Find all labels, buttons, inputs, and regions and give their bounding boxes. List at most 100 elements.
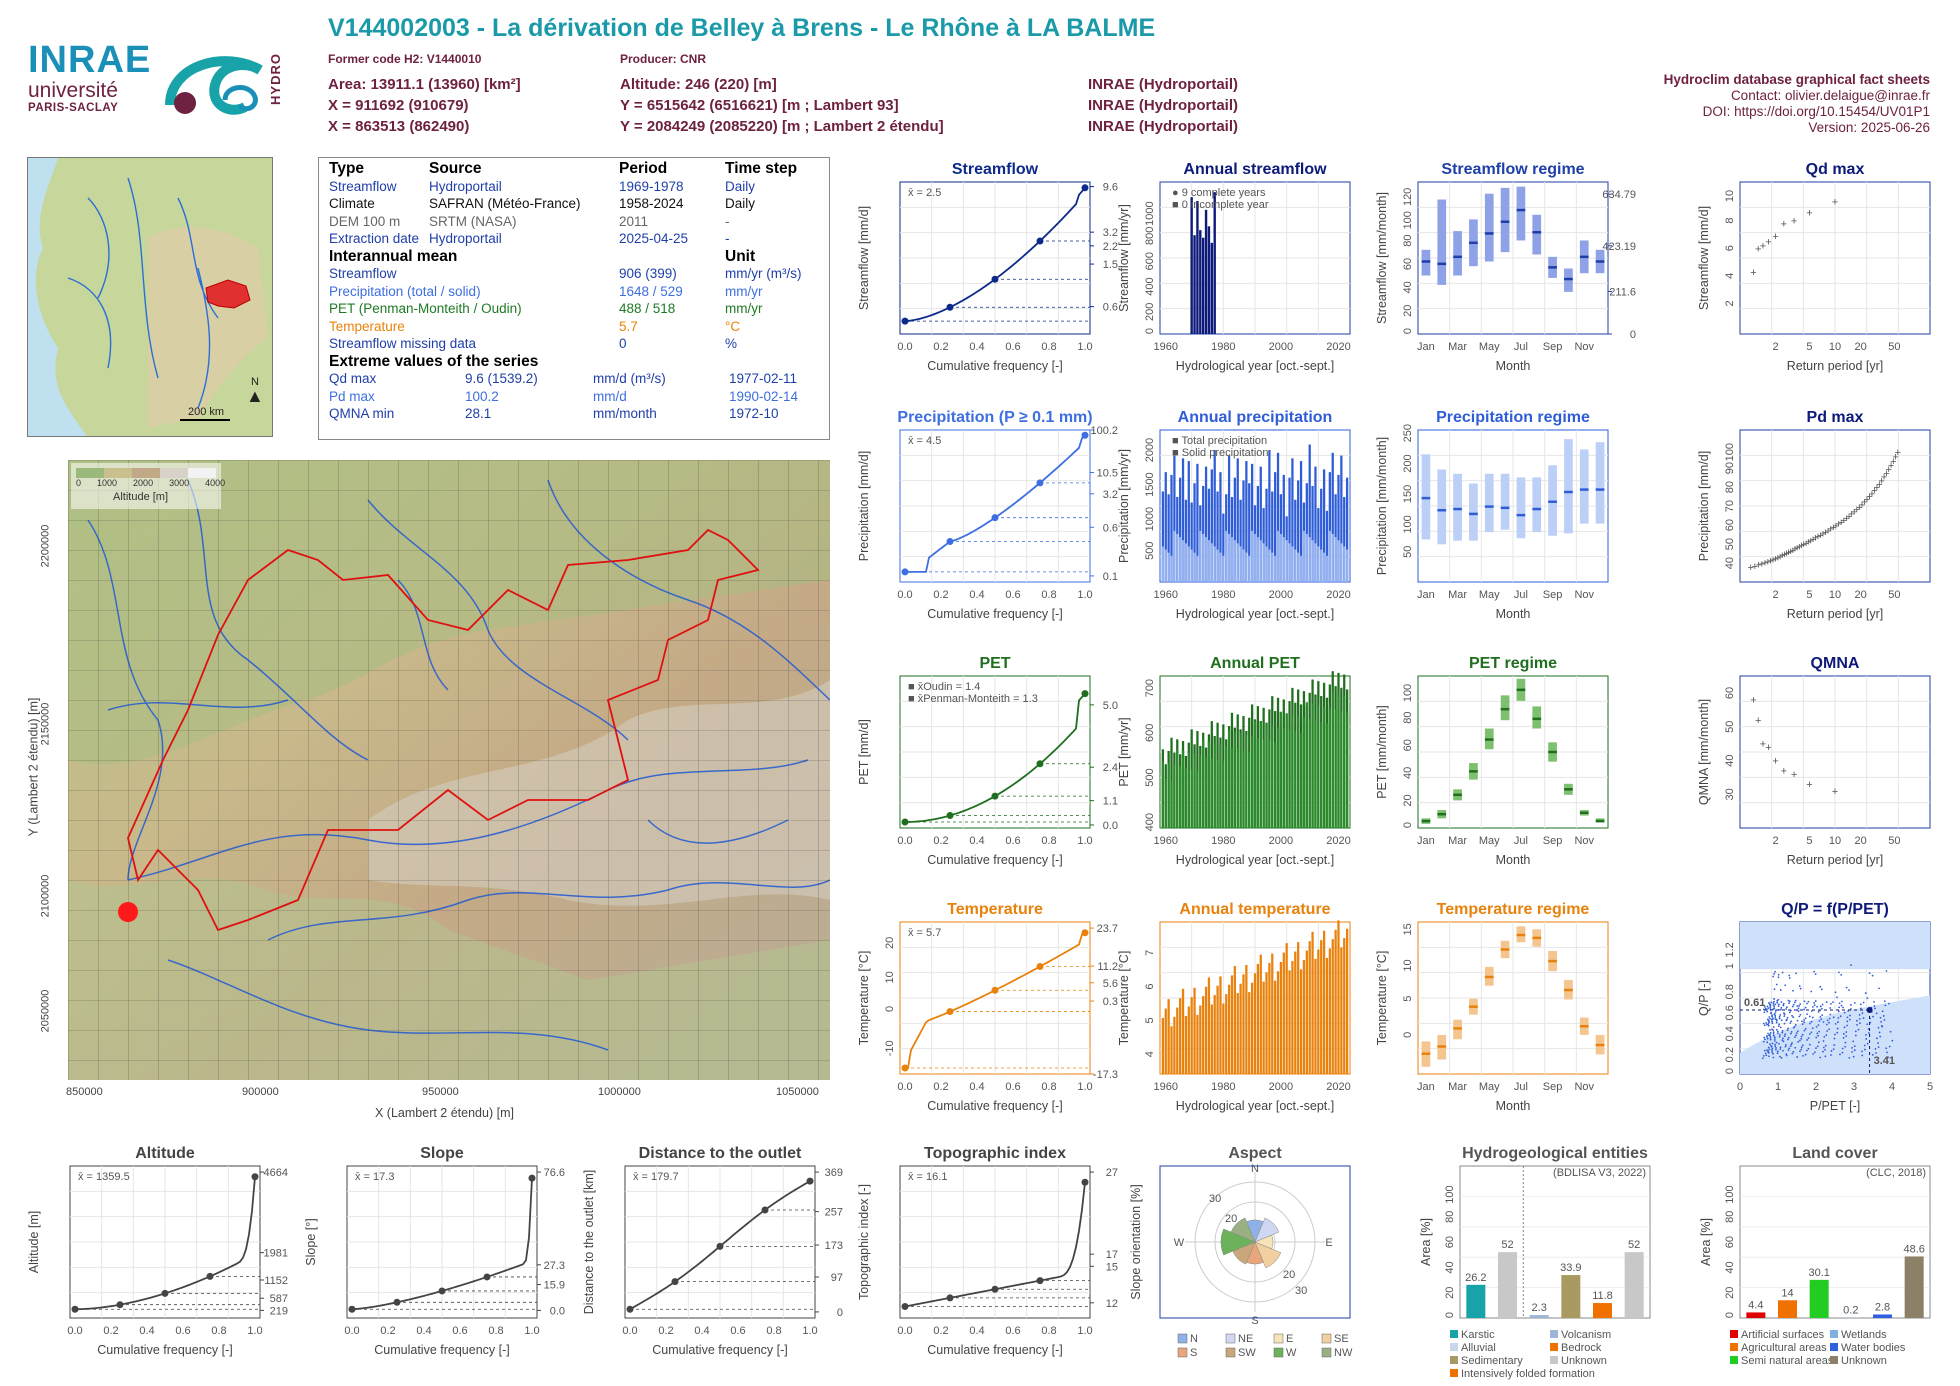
qp-point	[1767, 1051, 1770, 1054]
y-tick: 40	[1402, 281, 1414, 293]
x-tick: 2	[1813, 1081, 1819, 1093]
qp-point	[1817, 1034, 1819, 1037]
qp-point	[1776, 1030, 1779, 1033]
regime-box	[1564, 439, 1573, 534]
y-tick: 0	[1724, 1312, 1736, 1318]
header-period: Period	[619, 160, 668, 177]
right-tick: 76.6	[544, 1167, 565, 1179]
category-bar	[1873, 1314, 1892, 1318]
qp-point	[1856, 1023, 1858, 1026]
bar-secondary	[1302, 717, 1306, 828]
legend-swatch	[1550, 1330, 1558, 1338]
chart-title: Qd max	[1806, 161, 1865, 178]
qp-point	[1794, 1046, 1797, 1049]
qp-point	[1887, 1056, 1889, 1059]
qp-point	[1821, 1003, 1824, 1006]
qp-point	[1829, 1007, 1832, 1009]
qp-mean-point	[1866, 1007, 1873, 1014]
bar-secondary	[1282, 728, 1285, 828]
y-tick: 200	[1402, 454, 1414, 472]
qp-point	[1776, 1000, 1779, 1002]
y-axis-label: Temperature [°C]	[1375, 951, 1389, 1046]
y-tick: 0.2	[1724, 1047, 1736, 1062]
x-tick: 0.6	[1005, 1081, 1020, 1093]
return-point: +	[1806, 207, 1812, 219]
hydro-wave-icon	[165, 56, 263, 115]
contact[interactable]: Contact: olivier.delaigue@inrae.fr	[1730, 88, 1930, 103]
x-tick: 2000	[1269, 589, 1293, 601]
bar	[1201, 237, 1205, 334]
plot-area	[1739, 1165, 1931, 1319]
bar-secondary	[1181, 540, 1185, 582]
bar	[1317, 508, 1320, 582]
qp-point	[1790, 1020, 1793, 1023]
bar-secondary	[1239, 733, 1242, 828]
regime-box	[1484, 473, 1494, 533]
x-tick: 2020	[1326, 1081, 1350, 1093]
qp-point	[1814, 1051, 1816, 1054]
chart-annual_streamflow: Annual streamflow Hydrological year [oct.…	[1117, 161, 1351, 373]
qp-point	[1773, 988, 1776, 991]
qp-point	[1807, 1037, 1810, 1040]
qp-point	[1767, 1023, 1770, 1025]
bar	[1308, 941, 1311, 1074]
bar	[1233, 477, 1236, 582]
qp-point	[1771, 1047, 1774, 1050]
category-bar	[1466, 1284, 1486, 1318]
qp-point	[1778, 1042, 1780, 1045]
qp-point	[1793, 1001, 1796, 1004]
qp-point	[1842, 1006, 1844, 1009]
qp-point	[1769, 1017, 1771, 1020]
altitude-legend-bar	[76, 468, 216, 478]
bar	[1184, 1015, 1188, 1074]
chart-precipitation: Precipitation (P ≥ 0.1 mm) Cumulative fre…	[857, 409, 1118, 621]
y-axis-label: Area [%]	[1419, 1218, 1433, 1266]
right-tick: 0.6	[1103, 522, 1118, 534]
legend-label: Artificial surfaces	[1741, 1329, 1825, 1341]
qp-point	[1833, 1037, 1836, 1040]
qp-point	[1850, 1004, 1852, 1006]
bar-secondary	[1337, 540, 1340, 582]
right-tick: 0.0	[550, 1305, 565, 1317]
bar	[1213, 995, 1216, 1074]
bar	[1207, 488, 1211, 582]
return-point: +	[1781, 766, 1787, 778]
qp-point	[1780, 1006, 1783, 1009]
qp-point	[1844, 1041, 1847, 1044]
rose-legend-label: SE	[1334, 1333, 1349, 1345]
y-tick: 80	[1402, 711, 1414, 723]
right-tick: 173	[825, 1240, 843, 1252]
qp-point	[1826, 1030, 1828, 1032]
legend-complete: ● 9 complete years	[1172, 187, 1266, 199]
x-tick: 1.0	[247, 1325, 262, 1337]
bar	[1305, 483, 1308, 582]
qp-point	[1799, 1013, 1802, 1016]
bar-secondary	[1181, 750, 1185, 828]
qp-point	[1871, 1053, 1874, 1056]
right-tick: 15.9	[544, 1280, 565, 1292]
return-point: +	[1796, 541, 1802, 553]
cell-label: Streamflow missing data	[329, 336, 477, 351]
qp-point	[1783, 1013, 1786, 1016]
qp-point	[1799, 987, 1802, 990]
return-point: +	[1833, 520, 1839, 532]
regime-box	[1453, 473, 1462, 541]
bar-secondary	[1230, 537, 1234, 582]
bar-value: 0.2	[1843, 1305, 1858, 1317]
chart-title: Pd max	[1807, 409, 1864, 426]
bar-secondary	[1248, 751, 1251, 828]
doi-link[interactable]: DOI: https://doi.org/10.15454/UV01P1	[1702, 104, 1930, 119]
x-tick: Jan	[1417, 341, 1435, 353]
x-tick: 50	[1888, 835, 1900, 847]
qp-point	[1881, 1025, 1884, 1028]
x-tick: 0.4	[416, 1325, 431, 1337]
rose-ring-label: 20	[1283, 1269, 1295, 1281]
qp-point	[1792, 1003, 1795, 1006]
bar-secondary	[1184, 543, 1188, 582]
regime-box	[1532, 706, 1542, 729]
y-tick: 50	[1724, 538, 1736, 550]
qp-point	[1864, 1048, 1866, 1051]
qp-point	[1782, 1002, 1785, 1005]
bar-secondary	[1248, 555, 1251, 582]
qp-point	[1802, 1055, 1804, 1057]
